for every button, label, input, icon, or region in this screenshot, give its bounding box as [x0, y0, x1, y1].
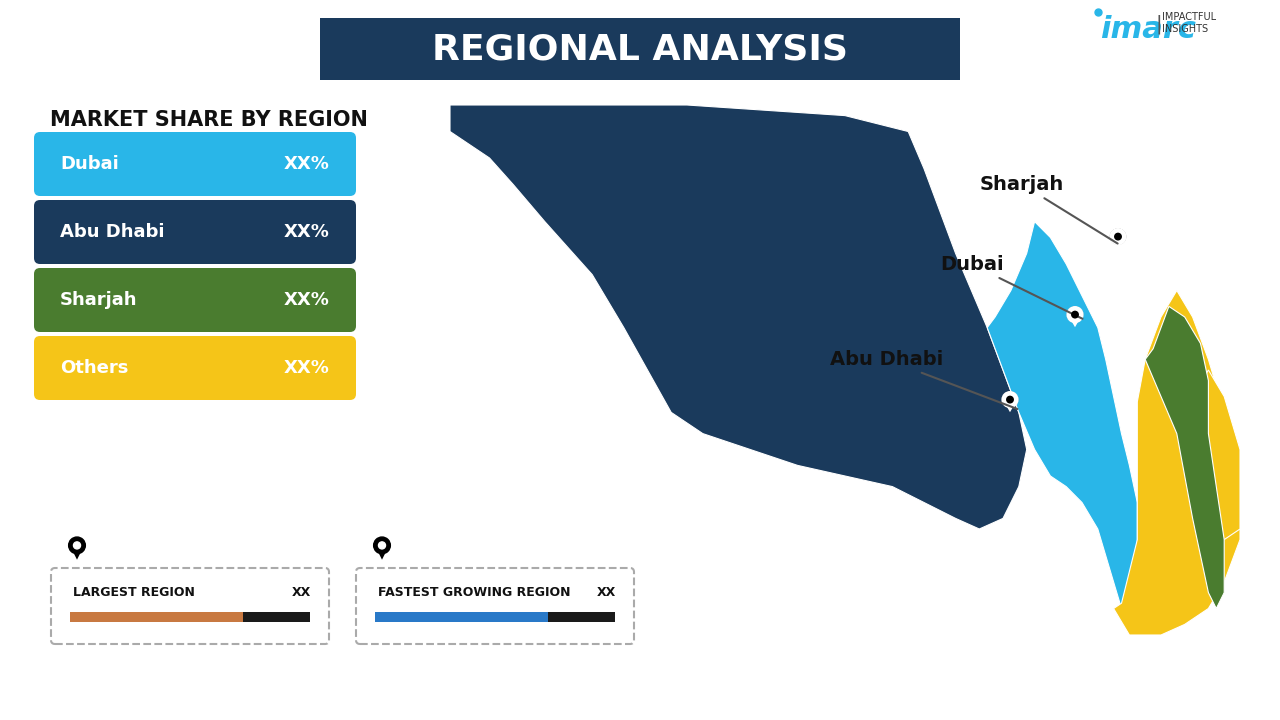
FancyBboxPatch shape [35, 268, 356, 332]
Polygon shape [1070, 318, 1080, 327]
Polygon shape [1005, 402, 1015, 412]
Circle shape [1115, 233, 1121, 240]
Circle shape [1071, 311, 1078, 318]
FancyBboxPatch shape [35, 132, 356, 196]
Text: |: | [1155, 14, 1162, 34]
Polygon shape [1112, 240, 1124, 249]
Polygon shape [72, 549, 82, 559]
Bar [548, 612, 614, 622]
FancyBboxPatch shape [35, 336, 356, 400]
Text: XX%: XX% [284, 359, 330, 377]
Text: IMPACTFUL
INSIGHTS: IMPACTFUL INSIGHTS [1162, 12, 1216, 34]
Bar [243, 612, 310, 622]
FancyBboxPatch shape [35, 200, 356, 264]
Text: XX: XX [292, 585, 311, 598]
Text: Abu Dhabi: Abu Dhabi [829, 350, 1018, 409]
Circle shape [1007, 396, 1014, 403]
Bar [375, 612, 548, 622]
Text: Sharjah: Sharjah [60, 291, 137, 309]
Text: XX%: XX% [284, 223, 330, 241]
Text: XX%: XX% [284, 291, 330, 309]
Circle shape [73, 542, 81, 549]
Circle shape [69, 537, 86, 554]
Polygon shape [376, 549, 388, 559]
Bar [70, 612, 243, 622]
Text: XX: XX [596, 585, 616, 598]
Text: Abu Dhabi: Abu Dhabi [60, 223, 165, 241]
Polygon shape [1114, 290, 1240, 635]
Text: imarc: imarc [1100, 16, 1196, 45]
Polygon shape [1146, 307, 1224, 608]
Text: LARGEST REGION: LARGEST REGION [73, 585, 195, 598]
Text: XX%: XX% [284, 155, 330, 173]
Text: Dubai: Dubai [940, 255, 1083, 319]
Circle shape [1111, 229, 1125, 244]
Circle shape [678, 246, 695, 261]
FancyBboxPatch shape [356, 568, 634, 644]
Polygon shape [451, 105, 1027, 529]
Text: REGIONAL ANALYSIS: REGIONAL ANALYSIS [433, 32, 849, 66]
FancyBboxPatch shape [51, 568, 329, 644]
Text: Dubai: Dubai [60, 155, 119, 173]
Polygon shape [1193, 370, 1240, 539]
Text: MARKET SHARE BY REGION: MARKET SHARE BY REGION [50, 110, 367, 130]
FancyBboxPatch shape [320, 18, 960, 80]
Text: Sharjah: Sharjah [980, 175, 1117, 243]
Circle shape [1068, 307, 1083, 322]
Circle shape [379, 542, 385, 549]
Circle shape [374, 537, 390, 554]
Circle shape [1002, 392, 1018, 408]
Text: FASTEST GROWING REGION: FASTEST GROWING REGION [378, 585, 571, 598]
Polygon shape [987, 222, 1138, 608]
Text: Others: Others [60, 359, 128, 377]
Circle shape [603, 233, 613, 243]
